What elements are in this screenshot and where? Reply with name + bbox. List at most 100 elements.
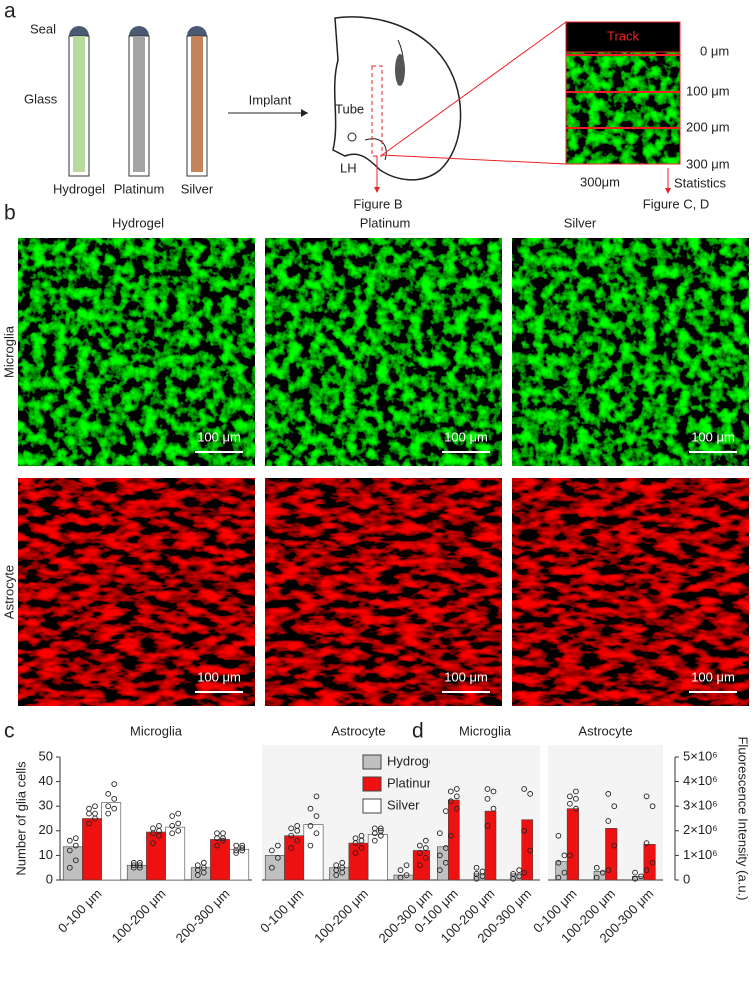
data-point: [593, 874, 600, 881]
data-point: [175, 820, 182, 827]
data-point: [416, 842, 423, 849]
bar: [264, 855, 285, 881]
data-point: [422, 855, 429, 861]
data-point: [313, 793, 320, 800]
data-point: [599, 869, 606, 876]
chart-title: Microglia: [130, 723, 183, 738]
data-point: [72, 857, 79, 864]
seal-cap: [69, 26, 89, 36]
bar: [303, 824, 324, 881]
data-point: [72, 835, 79, 842]
data-point: [200, 859, 207, 866]
data-point: [510, 870, 517, 877]
column-label: Platinum: [360, 215, 411, 230]
width-label: 300μm: [580, 174, 620, 189]
chart-title: Microglia: [459, 723, 512, 738]
data-point: [484, 795, 491, 802]
legend-swatch: [362, 798, 382, 814]
y-tick-label: 5×10⁶: [683, 748, 718, 763]
depth-label: 0 μm: [700, 43, 729, 58]
data-point: [377, 827, 384, 834]
data-point: [643, 840, 650, 846]
data-point: [239, 842, 246, 849]
arrowhead: [301, 109, 308, 117]
data-point: [484, 823, 491, 829]
row-label: Microglia: [1, 325, 16, 378]
data-point: [92, 803, 98, 810]
data-point: [66, 847, 73, 854]
arrowhead: [374, 187, 380, 193]
data-point: [638, 873, 644, 880]
data-point: [269, 864, 275, 871]
data-point: [436, 830, 443, 837]
region-label: LH: [340, 160, 357, 175]
x-tick-label: 0-100 μm: [55, 886, 105, 936]
data-point: [397, 874, 404, 881]
data-point: [313, 813, 320, 819]
data-point: [313, 830, 320, 837]
tube-label: Silver: [181, 181, 214, 196]
y-tick-label: 4×10⁶: [683, 773, 718, 788]
data-point: [136, 862, 143, 869]
tube-label: Platinum: [114, 181, 165, 196]
panel-a: a Seal Glass Hydrogel Platinum Silver Im…: [4, 0, 730, 211]
data-point: [66, 864, 73, 871]
data-point: [555, 859, 562, 866]
ventricle: [395, 54, 405, 86]
data-point: [453, 805, 460, 812]
scale-bar-label: 100 μm: [691, 669, 735, 684]
data-point: [214, 842, 220, 849]
data-point: [484, 786, 491, 792]
brain-outline: [332, 16, 462, 181]
y-tick-label: 3×10⁶: [683, 798, 718, 813]
implant-label: Implant: [249, 92, 292, 107]
legend-label: Silver: [387, 797, 420, 812]
data-point: [632, 869, 638, 876]
data-point: [453, 786, 460, 792]
bar: [484, 810, 497, 881]
bar: [412, 850, 433, 881]
bar: [165, 826, 186, 881]
data-point: [422, 837, 429, 844]
legend-label: Hydrogel: [387, 753, 439, 768]
seal-cap: [187, 26, 207, 36]
data-point: [561, 852, 568, 859]
data-point: [105, 791, 112, 797]
bar: [126, 864, 147, 881]
data-point: [521, 827, 528, 834]
data-point: [490, 788, 497, 795]
panel-label: b: [4, 202, 16, 225]
y-axis-label: Fluorescence Intensity (a.u.): [736, 736, 751, 900]
data-point: [377, 825, 384, 832]
data-point: [473, 870, 480, 877]
statistics-label: Statistics: [674, 175, 727, 190]
tube-fill: [191, 36, 203, 172]
data-point: [605, 818, 612, 824]
data-point: [86, 805, 92, 812]
depth-label: 300 μm: [686, 156, 730, 171]
data-point: [527, 791, 534, 797]
data-point: [573, 805, 579, 812]
data-point: [416, 850, 423, 856]
data-point: [643, 793, 650, 800]
bar: [190, 867, 211, 881]
data-point: [447, 788, 454, 795]
bar: [329, 867, 350, 881]
bar: [605, 828, 618, 881]
data-point: [86, 810, 92, 817]
data-point: [130, 859, 137, 866]
data-point: [111, 805, 118, 812]
x-tick-label: 200-300 μm: [173, 886, 233, 946]
tubes: [68, 26, 208, 177]
glass-label: Glass: [24, 91, 58, 106]
y-tick-label: 50: [39, 748, 53, 763]
y-tick-label: 20: [39, 822, 53, 837]
data-point: [473, 864, 480, 871]
data-point: [233, 850, 240, 856]
tube-fill: [73, 36, 85, 172]
row-label: Astrocyte: [1, 565, 16, 619]
data-point: [105, 810, 112, 817]
y-axis-label: Number of glia cells: [13, 761, 28, 876]
bar: [146, 831, 166, 881]
micrograph: [265, 238, 502, 466]
